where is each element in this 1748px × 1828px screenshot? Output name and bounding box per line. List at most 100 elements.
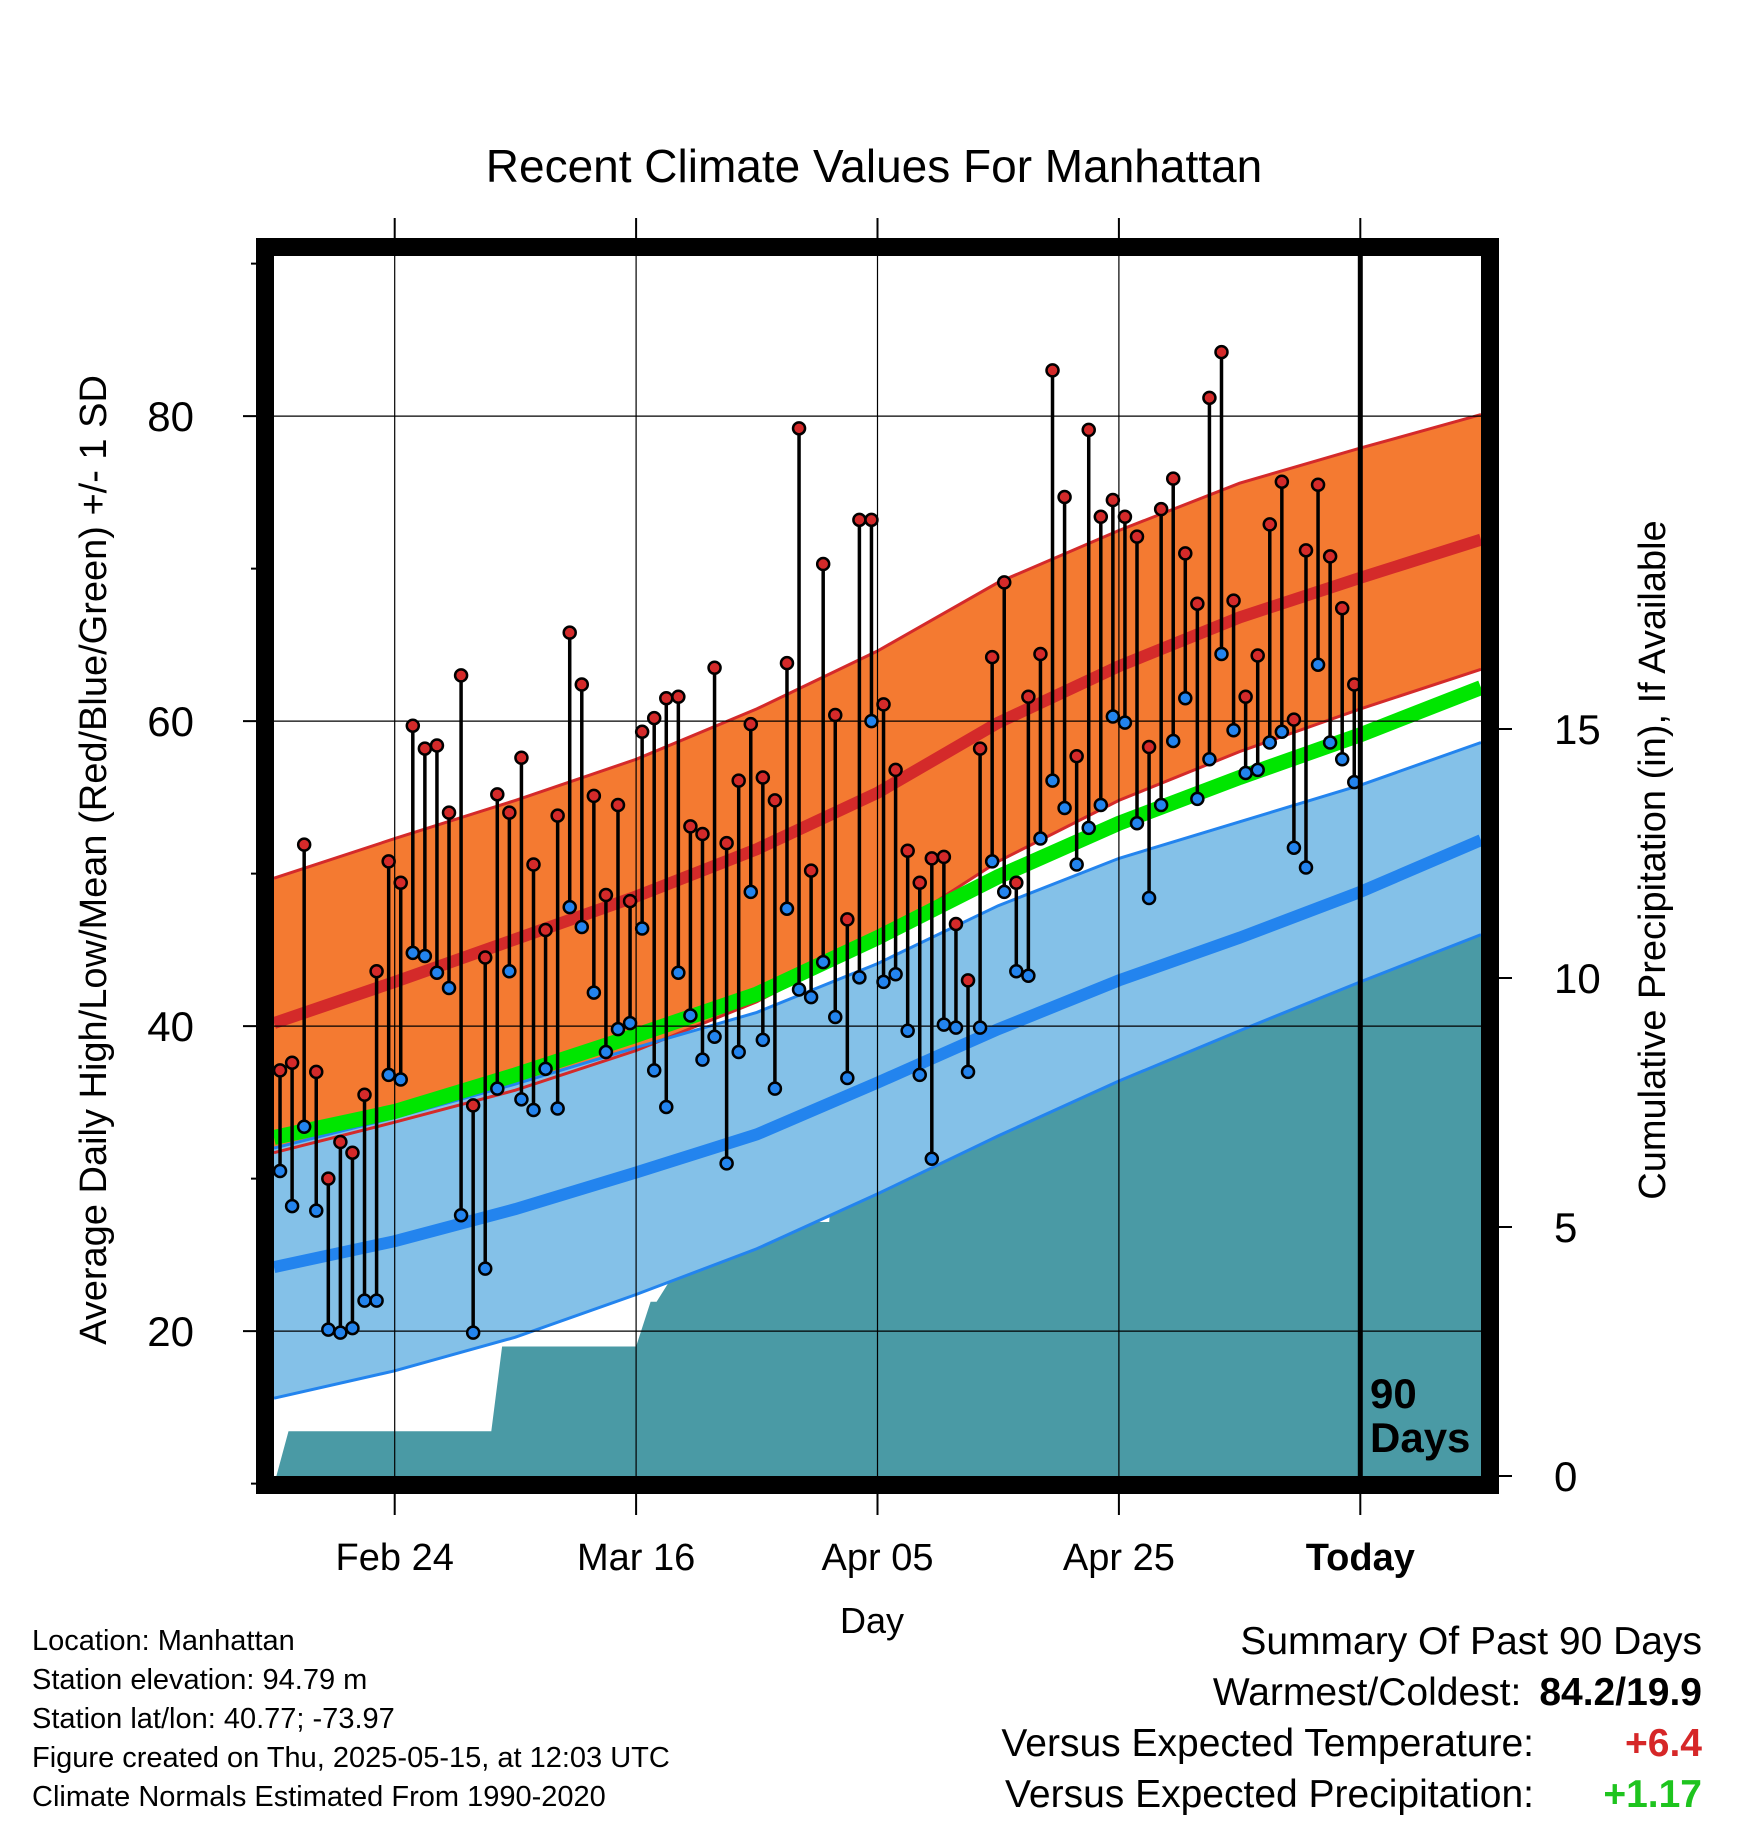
daily-high-point (960, 973, 976, 988)
daily-low-point (333, 1325, 348, 1340)
plot-area (272, 256, 1484, 1476)
daily-high-point (272, 1063, 288, 1078)
y-axis-label: Average Daily High/Low/Mean (Red/Blue/Gr… (73, 375, 115, 1345)
daily-high-point (1129, 529, 1145, 544)
daily-low-point (1262, 735, 1278, 750)
daily-low-point (984, 854, 1000, 869)
daily-high-point (321, 1171, 336, 1186)
precip-value: +1.17 (1603, 1773, 1702, 1816)
daily-high-point (308, 1064, 324, 1080)
x-tick-label: Apr 05 (822, 1537, 934, 1579)
daily-low-point (417, 948, 433, 964)
y-tick-label: 20 (147, 1308, 194, 1355)
y2-tick-label: 0 (1554, 1453, 1577, 1500)
daily-low-point (683, 1008, 698, 1023)
daily-low-point (900, 1023, 915, 1038)
y-tick-label: 60 (147, 698, 194, 745)
daily-low-point (840, 1070, 855, 1086)
location-text: Location: Manhattan (32, 1625, 295, 1657)
daily-high-point (429, 738, 445, 753)
normals-text: Climate Normals Estimated From 1990-2020 (32, 1781, 606, 1813)
daily-high-point (622, 893, 638, 909)
x-tick-label: Apr 25 (1063, 1537, 1175, 1579)
daily-high-point (888, 762, 903, 778)
daily-high-point (1286, 712, 1302, 727)
daily-low-point (1153, 797, 1169, 813)
daily-high-point (912, 875, 927, 891)
daily-high-point (1033, 646, 1048, 662)
summary-panel: Summary Of Past 90 Days Warmest/Coldest:… (1001, 1616, 1702, 1820)
daily-low-point (1141, 890, 1157, 906)
daily-low-point (791, 982, 807, 997)
y-tick-label: 40 (147, 1003, 194, 1050)
daily-high-point (1153, 501, 1169, 517)
daily-low-point (1250, 762, 1265, 778)
daily-high-point (1310, 477, 1326, 492)
daily-high-point (755, 770, 771, 785)
daily-high-point (671, 689, 686, 704)
daily-high-point (405, 718, 421, 733)
daily-high-point (562, 625, 577, 640)
daily-low-point (272, 1163, 288, 1179)
daily-low-point (1021, 968, 1036, 984)
daily-high-point (345, 1145, 360, 1160)
daily-low-point (345, 1320, 360, 1336)
daily-low-point (1033, 831, 1048, 846)
daily-low-point (864, 713, 879, 729)
daily-low-point (828, 1009, 843, 1025)
daily-high-point (779, 655, 795, 671)
daily-high-point (490, 787, 505, 802)
x-tick-label: Feb 24 (336, 1537, 454, 1579)
daily-low-point (381, 1067, 396, 1083)
daily-high-point (550, 808, 565, 823)
temp-value: +6.4 (1625, 1722, 1702, 1765)
daily-high-point (767, 793, 783, 808)
daily-low-point (1057, 800, 1072, 816)
daily-low-point (1214, 646, 1229, 662)
daily-low-point (707, 1029, 722, 1045)
daily-low-point (803, 989, 819, 1005)
daily-low-point (779, 901, 795, 916)
chart-title: Recent Climate Values For Manhattan (486, 140, 1262, 192)
daily-low-point (308, 1203, 324, 1218)
daily-high-point (1238, 689, 1253, 704)
daily-low-point (502, 963, 517, 979)
daily-high-point (586, 788, 602, 804)
daily-high-point (924, 851, 940, 866)
created-text: Figure created on Thu, 2025-05-15, at 12… (32, 1742, 670, 1774)
daily-high-point (1009, 875, 1024, 891)
daily-low-point (888, 967, 903, 982)
summary-warm-cold: Warmest/Coldest: 84.2/19.9 (1001, 1667, 1702, 1718)
x-axis-label: Day (840, 1600, 904, 1641)
daily-high-point (1334, 601, 1350, 616)
daily-series (272, 344, 1362, 1340)
daily-high-point (731, 773, 746, 788)
daily-low-point (610, 1021, 626, 1037)
daily-high-point (393, 875, 408, 891)
daily-high-point (1057, 489, 1072, 505)
daily-low-point (815, 954, 831, 970)
daily-low-point (1226, 723, 1241, 738)
daily-high-point (972, 741, 988, 756)
daily-low-point (393, 1072, 408, 1087)
daily-high-point (1045, 363, 1060, 378)
daily-low-point (1202, 752, 1217, 767)
daily-high-point (840, 912, 855, 927)
daily-high-point (1105, 492, 1121, 508)
daily-low-point (936, 1017, 952, 1032)
daily-high-point (465, 1098, 481, 1113)
daily-low-point (1045, 773, 1060, 788)
daily-high-point (284, 1055, 300, 1070)
daily-low-point (1009, 963, 1024, 979)
daily-low-point (429, 965, 445, 980)
daily-low-point (719, 1156, 734, 1171)
daily-high-point (683, 819, 698, 834)
warm-cold-label: Warmest/Coldest: (1212, 1671, 1522, 1714)
daily-low-point (284, 1198, 300, 1214)
daily-low-point (562, 899, 577, 915)
y2-tick-label: 5 (1554, 1204, 1577, 1251)
daily-high-point (815, 556, 831, 572)
latlon-text: Station lat/lon: 40.77; -73.97 (32, 1703, 395, 1735)
daily-low-point (538, 1061, 553, 1077)
